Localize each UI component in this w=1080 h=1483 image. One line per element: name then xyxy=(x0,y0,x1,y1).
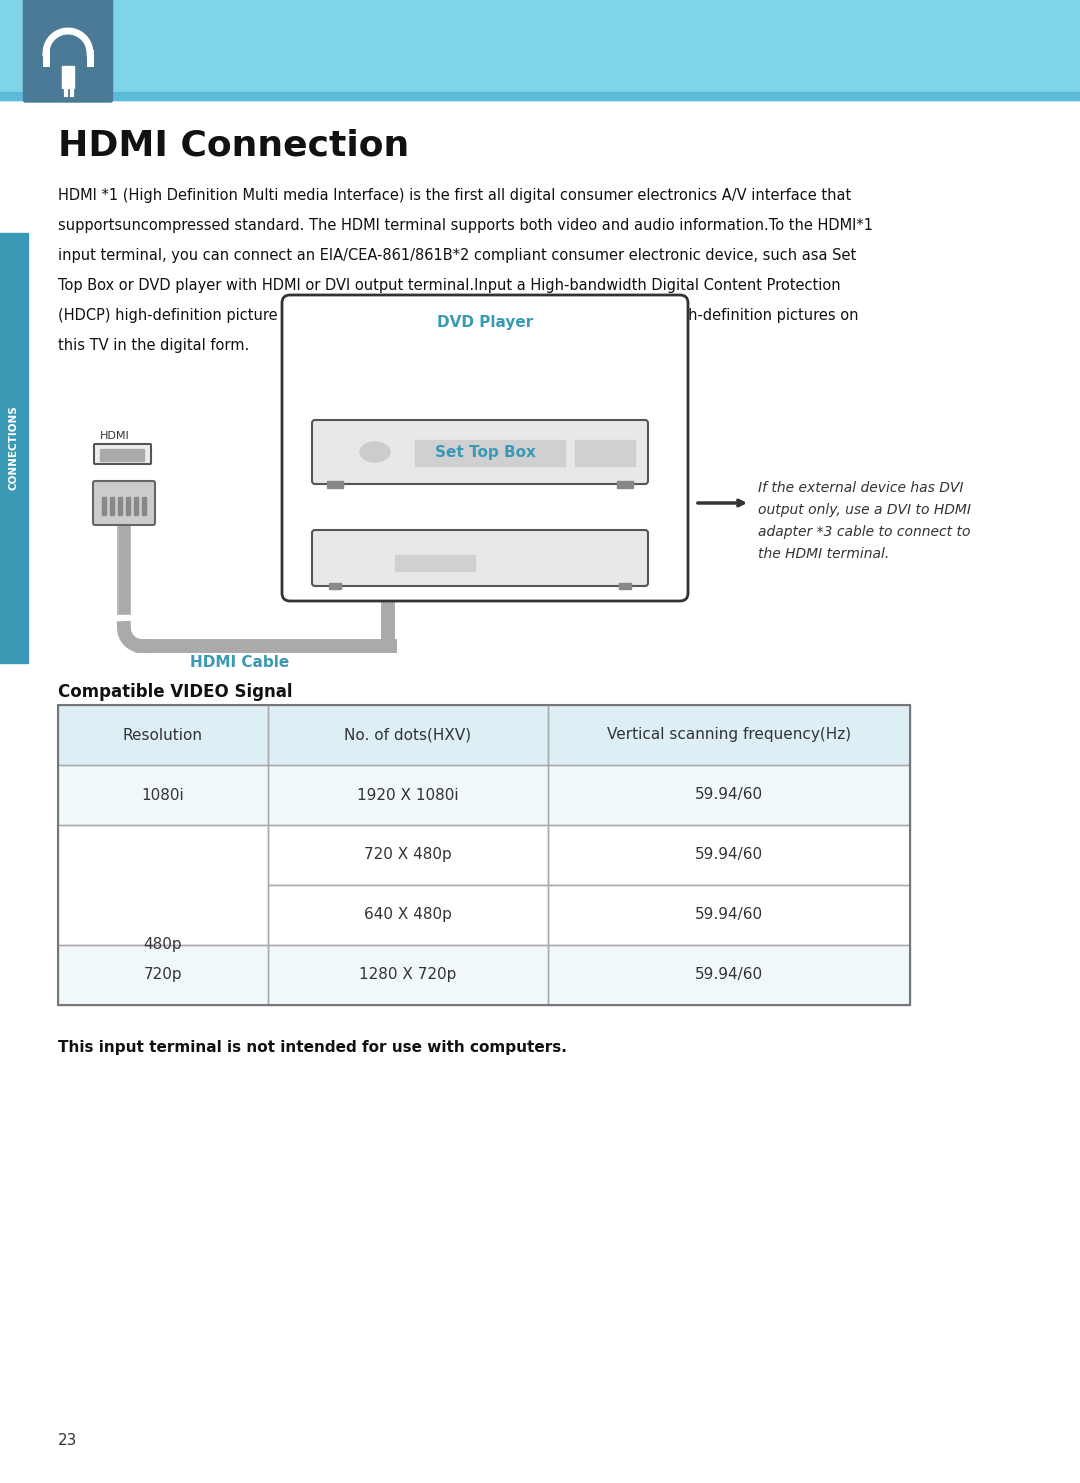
Bar xyxy=(268,945,548,1005)
Bar xyxy=(102,497,106,515)
Text: adapter *3 cable to connect to: adapter *3 cable to connect to xyxy=(758,525,971,538)
Text: HDMI *1 (High Definition Multi media Interface) is the first all digital consume: HDMI *1 (High Definition Multi media Int… xyxy=(58,188,851,203)
Text: 720p: 720p xyxy=(144,967,183,983)
Bar xyxy=(268,825,548,885)
Bar xyxy=(58,765,268,825)
Text: 59.94/60: 59.94/60 xyxy=(694,908,764,922)
Text: Set Top Box: Set Top Box xyxy=(434,445,536,460)
Bar xyxy=(548,704,910,765)
FancyBboxPatch shape xyxy=(24,0,112,102)
Bar xyxy=(268,885,548,945)
Text: output only, use a DVI to HDMI: output only, use a DVI to HDMI xyxy=(758,503,971,518)
Bar xyxy=(58,765,268,825)
Ellipse shape xyxy=(360,442,390,463)
Bar xyxy=(141,497,146,515)
Text: (HDCP) high-definition picture source to this HDMI terminal, so youcan display t: (HDCP) high-definition picture source to… xyxy=(58,308,859,323)
Bar xyxy=(110,497,114,515)
Bar xyxy=(329,583,341,589)
Text: 1280 X 720p: 1280 X 720p xyxy=(360,967,457,983)
Bar xyxy=(134,497,138,515)
Bar xyxy=(0,92,1080,99)
Bar xyxy=(268,765,548,825)
Bar xyxy=(617,480,633,488)
Text: 640 X 480p: 640 X 480p xyxy=(364,908,451,922)
Bar xyxy=(58,704,268,765)
Bar xyxy=(548,765,910,825)
FancyBboxPatch shape xyxy=(93,480,156,525)
FancyBboxPatch shape xyxy=(312,420,648,483)
Text: Vertical scanning frequency(Hz): Vertical scanning frequency(Hz) xyxy=(607,728,851,743)
Text: DVD Player: DVD Player xyxy=(437,314,534,331)
Text: CONNECTIONS: CONNECTIONS xyxy=(9,406,19,491)
Text: No. of dots(HXV): No. of dots(HXV) xyxy=(345,728,472,743)
Bar xyxy=(58,945,268,1005)
Text: 23: 23 xyxy=(58,1433,78,1447)
Bar xyxy=(126,497,130,515)
Bar xyxy=(118,497,122,515)
Bar xyxy=(0,0,1080,99)
Bar xyxy=(268,704,548,765)
Text: 1080i: 1080i xyxy=(141,787,185,802)
Text: HDMI Cable: HDMI Cable xyxy=(190,655,289,670)
Text: 480p: 480p xyxy=(144,937,183,952)
FancyBboxPatch shape xyxy=(312,529,648,586)
Bar xyxy=(548,885,910,945)
Text: HDMI: HDMI xyxy=(100,432,130,440)
Bar xyxy=(58,704,268,765)
Text: Top Box or DVD player with HDMI or DVI output terminal.Input a High-bandwidth Di: Top Box or DVD player with HDMI or DVI o… xyxy=(58,277,840,294)
FancyBboxPatch shape xyxy=(282,295,688,601)
Text: This input terminal is not intended for use with computers.: This input terminal is not intended for … xyxy=(58,1040,567,1054)
Bar xyxy=(548,945,910,1005)
Text: 59.94/60: 59.94/60 xyxy=(694,967,764,983)
Bar xyxy=(327,480,343,488)
Text: 59.94/60: 59.94/60 xyxy=(694,847,764,863)
Bar xyxy=(575,440,635,466)
Bar xyxy=(548,825,910,885)
FancyBboxPatch shape xyxy=(94,443,151,464)
Bar xyxy=(548,765,910,825)
Text: input terminal, you can connect an EIA/CEA-861/861B*2 compliant consumer electro: input terminal, you can connect an EIA/C… xyxy=(58,248,856,262)
Bar xyxy=(58,825,268,945)
Bar xyxy=(548,885,910,945)
Bar xyxy=(415,440,565,466)
Text: 1920 X 1080i: 1920 X 1080i xyxy=(357,787,459,802)
Bar xyxy=(395,555,475,571)
Bar xyxy=(268,704,548,765)
Bar xyxy=(268,825,548,885)
Text: supportsuncompressed standard. The HDMI terminal supports both video and audio i: supportsuncompressed standard. The HDMI … xyxy=(58,218,873,233)
Bar xyxy=(58,945,268,1005)
Text: Resolution: Resolution xyxy=(123,728,203,743)
Bar xyxy=(100,449,144,461)
Text: Compatible VIDEO Signal: Compatible VIDEO Signal xyxy=(58,684,293,701)
Text: HDMI Connection: HDMI Connection xyxy=(58,128,409,162)
Text: the HDMI terminal.: the HDMI terminal. xyxy=(758,547,889,561)
Bar xyxy=(58,825,268,945)
Text: 720 X 480p: 720 X 480p xyxy=(364,847,451,863)
Bar xyxy=(0,233,28,663)
Bar xyxy=(548,704,910,765)
Text: this TV in the digital form.: this TV in the digital form. xyxy=(58,338,249,353)
Bar xyxy=(268,945,548,1005)
Bar xyxy=(58,704,910,1005)
Bar xyxy=(548,945,910,1005)
Bar xyxy=(548,825,910,885)
Bar xyxy=(268,765,548,825)
Text: 59.94/60: 59.94/60 xyxy=(694,787,764,802)
Bar xyxy=(619,583,631,589)
Text: If the external device has DVI: If the external device has DVI xyxy=(758,480,963,495)
Bar xyxy=(268,885,548,945)
Bar xyxy=(62,67,75,87)
